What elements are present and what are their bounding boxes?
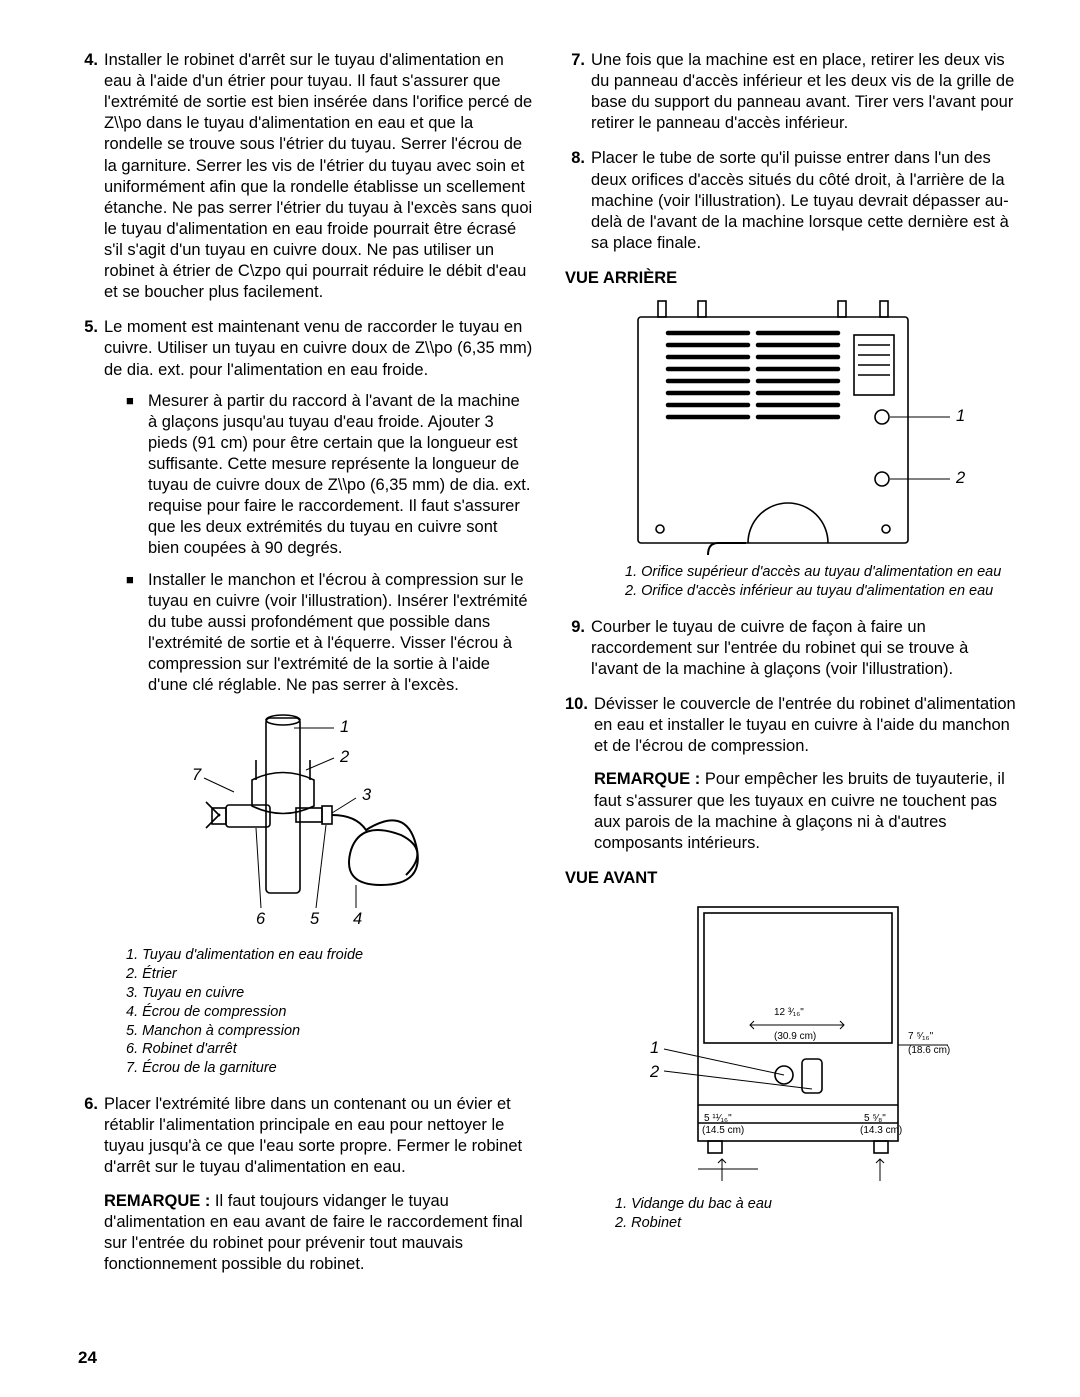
fig1-label-5: 5 [310,910,320,928]
step-10-note: REMARQUE : Pour empêcher les bruits de t… [594,769,1020,853]
figure-front-view: 1 2 12 ³⁄₁₆" (30.9 cm) 7 ⁵⁄₁₆" (18.6 cm)… [565,899,1020,1189]
front-view-svg: 1 2 12 ³⁄₁₆" (30.9 cm) 7 ⁵⁄₁₆" (18.6 cm)… [588,899,998,1189]
step-number: 8. [565,148,591,254]
pipe-assembly-svg: 1 2 3 4 5 6 7 [156,710,456,940]
caption-line: 1. Tuyau d'alimentation en eau froide [126,946,533,965]
dim-bl-cm: (14.5 cm) [702,1125,744,1136]
step-number: 6. [78,1094,104,1275]
dim-right-cm: (18.6 cm) [908,1045,950,1056]
bullet-text: Mesurer à partir du raccord à l'avant de… [148,391,533,560]
caption-line: 1. Orifice supérieur d'accès au tuyau d'… [625,563,1020,582]
bullet-mark: ■ [126,391,148,560]
dim-br-in: 5 ⁵⁄₈" [864,1113,886,1124]
bullet-text: Installer le manchon et l'écrou à compre… [148,570,533,697]
right-column: 7. Une fois que la machine est en place,… [565,50,1020,1289]
dim-br-cm: (14.3 cm) [860,1125,902,1136]
step-number: 5. [78,317,104,696]
bullet-item: ■ Mesurer à partir du raccord à l'avant … [104,391,533,560]
step-text: Courber le tuyau de cuivre de façon à fa… [591,617,1020,680]
figure-rear-view: 1 2 [565,299,1020,557]
step-number: 4. [78,50,104,303]
step-6: 6. Placer l'extrémité libre dans un cont… [78,1094,533,1275]
step-text: Placer le tube de sorte qu'il puisse ent… [591,148,1020,254]
rear-caption: 1. Orifice supérieur d'accès au tuyau d'… [625,563,1020,601]
bullet-mark: ■ [126,570,148,697]
step-6-text: Placer l'extrémité libre dans un contena… [104,1095,522,1176]
front-label-1: 1 [650,1039,659,1057]
step-text: Une fois que la machine est en place, re… [591,50,1020,134]
step-text: Dévisser le couvercle de l'entrée du rob… [594,694,1020,854]
caption-line: 2. Orifice d'accès inférieur au tuyau d'… [625,582,1020,601]
left-column: 4. Installer le robinet d'arrêt sur le t… [78,50,533,1289]
front-view-heading: VUE AVANT [565,868,1020,889]
caption-line: 2. Étrier [126,965,533,984]
fig1-label-2: 2 [339,748,349,766]
caption-line: 4. Écrou de compression [126,1003,533,1022]
figure-pipe-assembly: 1 2 3 4 5 6 7 [78,710,533,940]
dim-right-in: 7 ⁵⁄₁₆" [908,1031,934,1042]
step-9: 9. Courber le tuyau de cuivre de façon à… [565,617,1020,680]
dim-top-in: 12 ³⁄₁₆" [774,1007,804,1018]
step-10-text: Dévisser le couvercle de l'entrée du rob… [594,695,1016,755]
step-5: 5. Le moment est maintenant venu de racc… [78,317,533,696]
page-number: 24 [78,1347,97,1369]
rear-view-heading: VUE ARRIÈRE [565,268,1020,289]
rear-view-svg: 1 2 [598,299,988,557]
fig1-label-7: 7 [192,766,202,784]
caption-line: 7. Écrou de la garniture [126,1059,533,1078]
dim-bl-in: 5 ¹¹⁄₁₆" [704,1113,732,1124]
caption-line: 5. Manchon à compression [126,1022,533,1041]
fig1-label-3: 3 [362,786,372,804]
step-6-note: REMARQUE : Il faut toujours vidanger le … [104,1191,533,1275]
bullet-item: ■ Installer le manchon et l'écrou à comp… [104,570,533,697]
step-number: 7. [565,50,591,134]
step-number: 9. [565,617,591,680]
step-number: 10. [565,694,594,854]
caption-line: 1. Vidange du bac à eau [615,1195,1020,1214]
rear-label-1: 1 [956,407,965,425]
step-5-intro: Le moment est maintenant venu de raccord… [104,318,532,378]
front-caption: 1. Vidange du bac à eau 2. Robinet [615,1195,1020,1233]
caption-line: 3. Tuyau en cuivre [126,984,533,1003]
caption-line: 6. Robinet d'arrêt [126,1040,533,1059]
caption-line: 2. Robinet [615,1214,1020,1233]
fig1-label-1: 1 [340,718,349,736]
note-label: REMARQUE : [104,1192,210,1210]
step-4: 4. Installer le robinet d'arrêt sur le t… [78,50,533,303]
step-5-bullets: ■ Mesurer à partir du raccord à l'avant … [104,391,533,697]
rear-label-2: 2 [955,469,965,487]
note-label: REMARQUE : [594,770,700,788]
figure-1-caption: 1. Tuyau d'alimentation en eau froide 2.… [126,946,533,1078]
step-text: Le moment est maintenant venu de raccord… [104,317,533,696]
step-10: 10. Dévisser le couvercle de l'entrée du… [565,694,1020,854]
two-column-layout: 4. Installer le robinet d'arrêt sur le t… [78,50,1020,1289]
front-label-2: 2 [649,1063,659,1081]
dim-top-cm: (30.9 cm) [774,1031,816,1042]
fig1-label-4: 4 [353,910,362,928]
step-8: 8. Placer le tube de sorte qu'il puisse … [565,148,1020,254]
step-text: Placer l'extrémité libre dans un contena… [104,1094,533,1275]
step-text: Installer le robinet d'arrêt sur le tuya… [104,50,533,303]
step-7: 7. Une fois que la machine est en place,… [565,50,1020,134]
fig1-label-6: 6 [256,910,266,928]
